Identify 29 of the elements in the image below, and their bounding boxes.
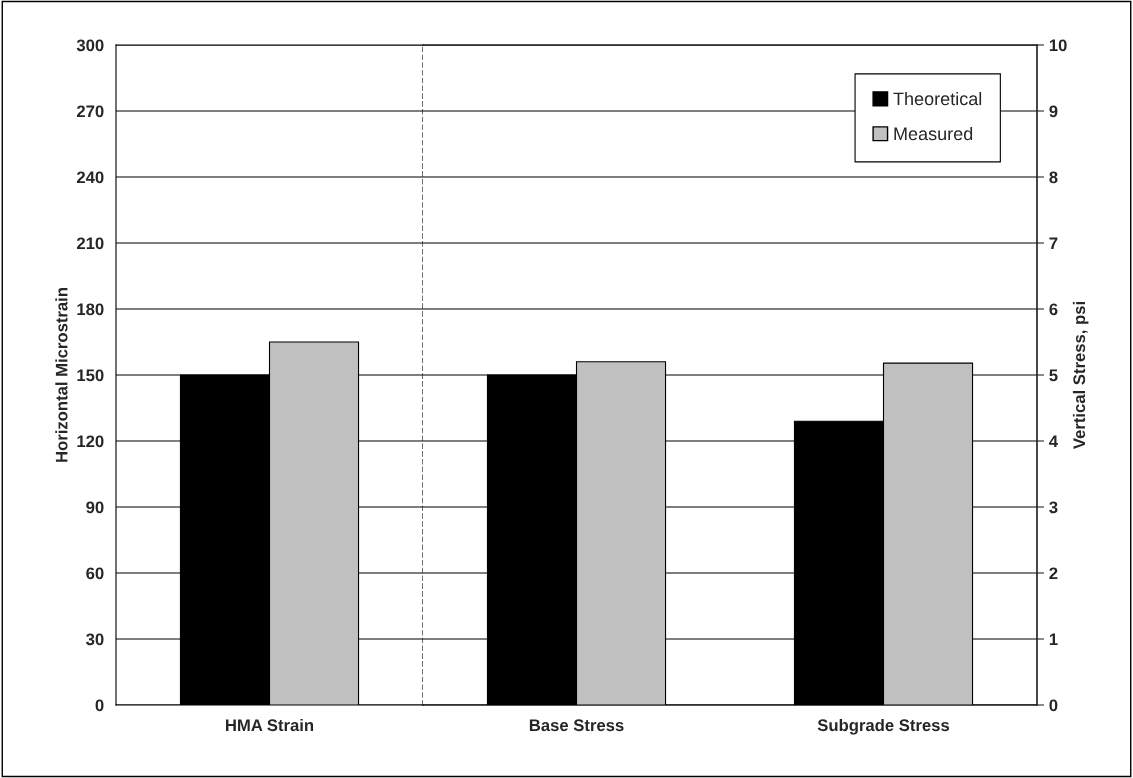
y-tick-label: 60 — [86, 567, 104, 580]
y2-axis-title: Vertical Stress, psi — [1072, 302, 1089, 449]
y-tick-label: 150 — [77, 369, 104, 382]
y2-tick-label: 4 — [1049, 435, 1058, 448]
y2-tick-label: 10 — [1049, 39, 1067, 52]
y-tick-label: 240 — [76, 171, 104, 184]
y-tick-label: 90 — [86, 501, 104, 514]
y-tick-label: 300 — [76, 39, 104, 52]
y-tick-label: 210 — [76, 237, 104, 250]
y-tick-label: 270 — [76, 105, 104, 118]
y2-tick-label: 0 — [1049, 699, 1058, 712]
y-tick-label: 0 — [95, 699, 104, 712]
x-tick-label: Subgrade Stress — [817, 718, 950, 735]
y2-tick-label: 3 — [1049, 501, 1058, 514]
x-tick-label: HMA Strain — [226, 718, 314, 732]
y-axis-title: Horizontal Microstrain — [55, 288, 68, 462]
x-tick-label: Base Stress — [529, 719, 624, 732]
y-tick-label: 120 — [77, 435, 104, 448]
y2-tick-label: 9 — [1049, 105, 1058, 118]
y2-tick-label: 5 — [1049, 369, 1058, 382]
y2-tick-label: 1 — [1049, 633, 1058, 646]
legend-label: Measured — [894, 126, 973, 141]
y2-tick-label: 7 — [1049, 237, 1058, 250]
y-tick-label: 180 — [77, 303, 104, 316]
y2-tick-label: 2 — [1049, 567, 1058, 580]
y2-tick-label: 8 — [1049, 171, 1058, 184]
y2-tick-label: 6 — [1049, 303, 1058, 316]
y-tick-label: 30 — [86, 633, 104, 646]
legend-label: Theoretical — [893, 91, 982, 106]
